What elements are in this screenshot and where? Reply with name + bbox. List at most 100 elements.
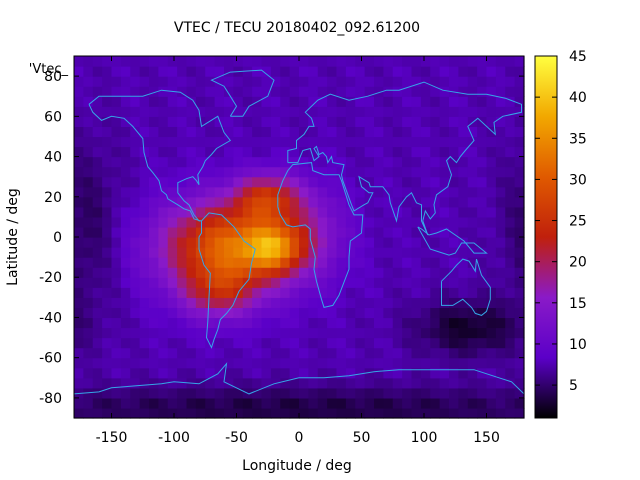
heatmap-cell — [233, 166, 244, 178]
heatmap-cell — [374, 206, 384, 218]
heatmap-cell — [411, 297, 422, 308]
heatmap-cell — [374, 277, 384, 288]
heatmap-cell — [102, 367, 113, 379]
heatmap-cell — [261, 76, 272, 87]
heatmap-cell — [111, 397, 122, 409]
heatmap-cell — [439, 176, 450, 188]
heatmap-cell — [149, 106, 159, 117]
heatmap-cell — [242, 377, 253, 389]
heatmap-cell — [420, 307, 431, 319]
heatmap-cell — [495, 397, 506, 409]
heatmap-cell — [214, 156, 225, 168]
heatmap-cell — [374, 297, 384, 308]
heatmap-cell — [270, 367, 281, 379]
heatmap-cell — [186, 196, 197, 208]
heatmap-cell — [345, 126, 356, 138]
heatmap-cell — [392, 387, 403, 399]
heatmap-cell — [261, 186, 272, 198]
heatmap-cell — [355, 76, 366, 87]
heatmap-cell — [102, 317, 113, 329]
heatmap-cell — [195, 337, 206, 349]
heatmap-cell — [139, 297, 150, 308]
heatmap-cell — [495, 136, 506, 148]
heatmap-cell — [261, 287, 272, 298]
heatmap-cell — [374, 327, 384, 339]
heatmap-cell — [392, 216, 403, 228]
coastlines — [73, 69, 525, 395]
heatmap-cell — [120, 126, 131, 138]
heatmap-cell — [186, 76, 197, 87]
heatmap-cell — [317, 196, 328, 208]
heatmap-cell — [195, 126, 206, 138]
heatmap-cell — [120, 106, 131, 117]
heatmap-cell — [495, 317, 506, 329]
heatmap-cell — [102, 287, 113, 298]
heatmap-cell — [477, 317, 488, 329]
heatmap-cell — [411, 257, 422, 268]
heatmap-cell — [186, 166, 197, 178]
heatmap-cell — [252, 387, 263, 399]
heatmap-cell — [458, 347, 469, 359]
heatmap-cell — [327, 146, 338, 158]
heatmap-cell — [317, 257, 328, 268]
heatmap-cell — [411, 166, 422, 178]
heatmap-cell — [167, 387, 178, 399]
x-tick-label: 0 — [295, 430, 304, 446]
heatmap-cell — [355, 327, 366, 339]
heatmap-cell — [458, 407, 469, 419]
heatmap-cell — [317, 397, 328, 409]
heatmap-cell — [270, 237, 281, 248]
heatmap-cell — [270, 307, 281, 319]
heatmap-cell — [317, 176, 328, 188]
heatmap-cell — [477, 277, 488, 288]
heatmap-cell — [374, 357, 384, 369]
heatmap-cell — [383, 136, 394, 148]
heatmap-cell — [158, 76, 169, 87]
heatmap-cell — [467, 307, 478, 319]
heatmap-cell — [477, 387, 488, 399]
heatmap-cell — [74, 297, 84, 308]
heatmap-cell — [224, 377, 234, 389]
heatmap-cell — [495, 257, 506, 268]
heatmap-cell — [102, 397, 113, 409]
heatmap-cell — [186, 66, 197, 77]
heatmap-cell — [458, 307, 469, 319]
heatmap-cell — [270, 176, 281, 188]
heatmap-cell — [308, 86, 319, 97]
heatmap-cell — [224, 397, 234, 409]
heatmap-cell — [374, 226, 384, 238]
heatmap-cell — [74, 407, 84, 419]
heatmap-cell — [242, 327, 253, 339]
heatmap-cell — [392, 377, 403, 389]
heatmap-cell — [364, 357, 375, 369]
heatmap-cell — [186, 106, 197, 117]
heatmap-cell — [336, 277, 347, 288]
heatmap-cell — [467, 337, 478, 349]
heatmap-cell — [149, 116, 159, 127]
heatmap-cell — [439, 307, 450, 319]
heatmap-cell — [345, 216, 356, 228]
heatmap-cell — [514, 257, 525, 268]
heatmap-cell — [374, 317, 384, 329]
heatmap-cell — [261, 226, 272, 238]
heatmap-cell — [186, 136, 197, 148]
heatmap-cell — [261, 337, 272, 349]
heatmap-cell — [270, 56, 281, 67]
heatmap-cell — [308, 186, 319, 198]
heatmap-cell — [167, 287, 178, 298]
heatmap-cell — [158, 136, 169, 148]
heatmap-cell — [177, 337, 188, 349]
y-tick-label: -20 — [39, 270, 62, 286]
heatmap-cell — [252, 126, 263, 138]
heatmap-cell — [158, 86, 169, 97]
heatmap-cell — [252, 186, 263, 198]
heatmap-cell — [158, 106, 169, 117]
heatmap-cell — [477, 307, 488, 319]
heatmap-cell — [111, 96, 122, 107]
heatmap-cell — [195, 216, 206, 228]
heatmap-cell — [186, 206, 197, 218]
heatmap-cell — [280, 206, 291, 218]
heatmap-cell — [167, 407, 178, 419]
heatmap-cell — [120, 216, 131, 228]
heatmap-cell — [270, 106, 281, 117]
